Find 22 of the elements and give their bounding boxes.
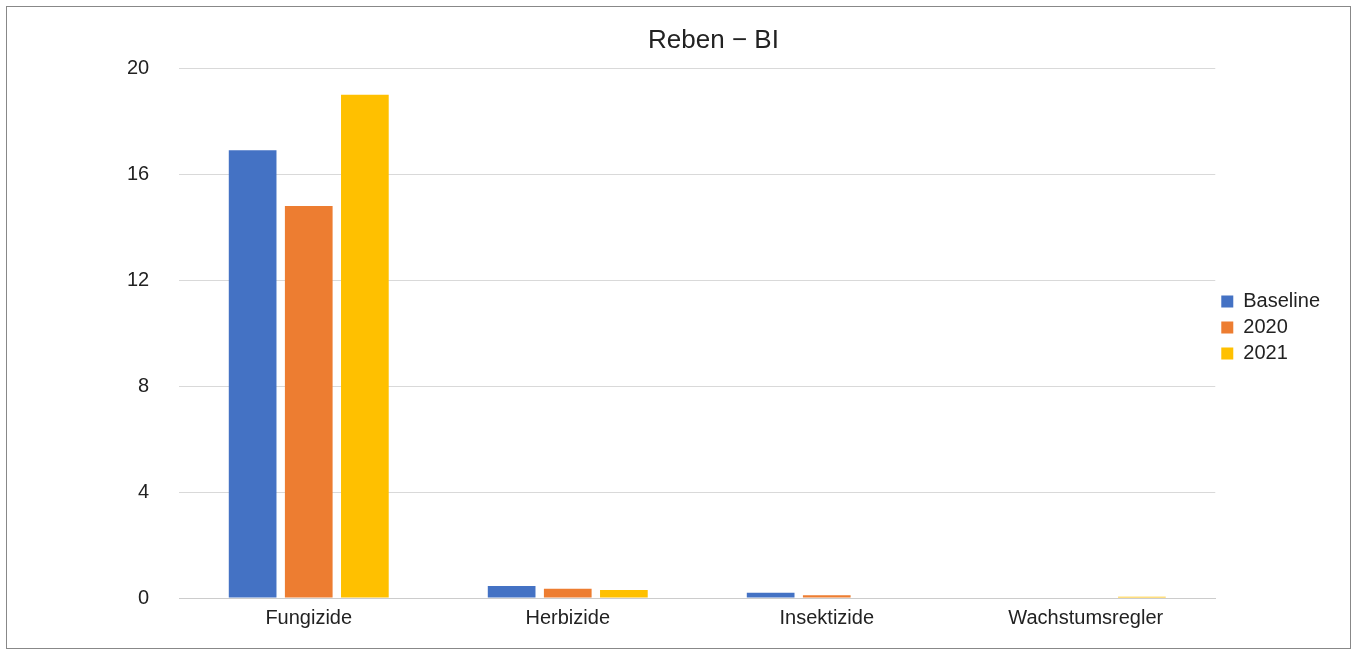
- bar: [341, 94, 389, 598]
- legend-label: Baseline: [1243, 289, 1320, 312]
- bar: [802, 595, 851, 598]
- chart-title: Reben − BI: [648, 23, 779, 54]
- legend-label: 2020: [1243, 315, 1288, 338]
- bar: [543, 588, 592, 598]
- y-tick-label: 0: [138, 585, 150, 608]
- bar: [487, 586, 536, 598]
- x-tick-label: Insektizide: [779, 605, 875, 628]
- bar: [746, 592, 795, 598]
- x-tick-label: Wachstumsregler: [1008, 605, 1164, 628]
- bar: [600, 590, 648, 598]
- legend-label: 2021: [1243, 341, 1288, 364]
- x-tick-label: Herbizide: [525, 605, 610, 628]
- y-tick-label: 4: [138, 479, 150, 502]
- y-tick-label: 20: [127, 55, 150, 78]
- y-tick-label: 12: [127, 267, 150, 290]
- bar: [284, 205, 333, 598]
- bar: [228, 150, 277, 598]
- y-tick-label: 16: [127, 161, 150, 184]
- y-tick-label: 8: [138, 373, 150, 396]
- x-tick-label: Fungizide: [265, 605, 353, 628]
